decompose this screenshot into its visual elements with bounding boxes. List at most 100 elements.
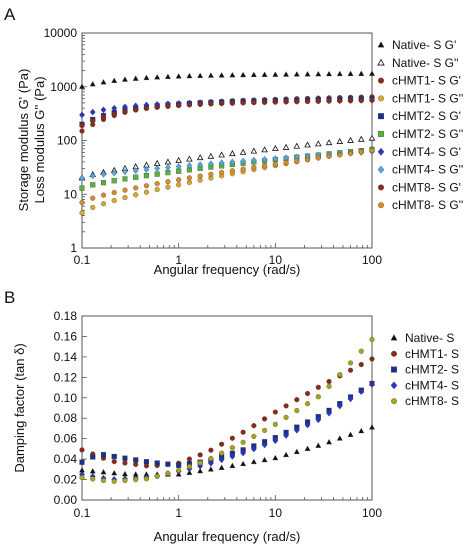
data-point	[369, 70, 375, 76]
data-point	[261, 456, 268, 463]
panel-a-x-axis-label: Angular frequency (rad/s)	[154, 262, 301, 277]
data-point	[293, 426, 300, 434]
data-point	[347, 70, 354, 76]
legend-entry: cHMT2- S	[405, 363, 459, 377]
data-point	[90, 476, 96, 482]
data-point	[79, 111, 85, 119]
y-tick-label: 0.18	[54, 309, 78, 323]
data-point	[240, 429, 246, 435]
data-point	[122, 455, 128, 461]
data-point	[176, 467, 182, 473]
data-point	[186, 102, 192, 108]
data-point	[176, 462, 182, 468]
data-point	[100, 469, 107, 475]
data-point	[326, 409, 332, 417]
data-point	[325, 139, 333, 146]
data-point	[337, 152, 343, 158]
data-point	[347, 136, 354, 143]
y-tick-label: 0.04	[54, 452, 78, 466]
data-point	[154, 171, 160, 177]
data-point	[229, 158, 236, 166]
data-point	[347, 367, 354, 373]
data-point	[100, 180, 107, 186]
data-point	[305, 401, 311, 407]
data-point	[315, 442, 322, 448]
y-tick-label: 0.00	[54, 493, 78, 507]
data-point	[283, 432, 289, 439]
data-point	[197, 460, 203, 466]
data-point	[358, 70, 365, 76]
legend-marker	[391, 398, 397, 405]
data-point	[133, 461, 139, 467]
data-point	[357, 135, 365, 142]
x-tick-label: 1	[175, 253, 182, 267]
data-point	[229, 445, 235, 451]
data-point	[207, 466, 214, 472]
data-point	[133, 185, 139, 191]
data-point	[176, 177, 182, 183]
series-8	[79, 97, 375, 129]
data-point	[293, 71, 300, 77]
data-point	[176, 103, 182, 109]
data-point	[240, 439, 246, 445]
data-point	[133, 477, 139, 483]
data-point	[111, 190, 117, 196]
data-point	[218, 151, 225, 158]
data-point	[229, 462, 236, 468]
data-point	[293, 448, 300, 454]
data-point	[133, 107, 139, 113]
data-point	[165, 170, 171, 176]
data-point	[154, 104, 160, 110]
data-point	[369, 356, 375, 362]
data-point	[293, 142, 301, 149]
data-point	[165, 470, 171, 476]
y-tick-label: 0.10	[54, 391, 78, 405]
data-point	[100, 170, 107, 178]
data-point	[272, 161, 278, 167]
y-tick-label: 0.16	[54, 329, 78, 343]
data-point	[272, 421, 278, 427]
data-point	[100, 192, 107, 198]
panel-a-y-axis-label-line1: Storage modulus G' (Pa)	[16, 69, 31, 212]
data-point	[305, 98, 311, 105]
legend-entry: Native- S G''	[392, 56, 459, 70]
data-point	[133, 457, 139, 463]
data-point	[208, 101, 214, 107]
data-point	[251, 445, 257, 453]
legend-marker	[377, 58, 385, 66]
legend-marker	[378, 113, 384, 120]
data-point	[90, 204, 96, 211]
data-point	[240, 166, 246, 172]
data-point	[261, 146, 268, 153]
data-point	[175, 73, 182, 79]
data-point	[153, 159, 161, 166]
panel-b: B 0.000.020.040.060.080.100.120.140.160.…	[4, 288, 459, 544]
data-point	[154, 165, 161, 172]
data-point	[283, 99, 289, 105]
legend-entry: cHMT8- S	[405, 394, 459, 408]
data-point	[229, 435, 235, 441]
data-point	[347, 150, 354, 157]
data-point	[100, 79, 107, 85]
data-point	[186, 456, 192, 462]
y-tick-label: 0.02	[54, 473, 78, 487]
data-point	[369, 424, 375, 430]
data-point	[358, 388, 365, 396]
data-point	[165, 73, 171, 79]
data-point	[154, 473, 160, 479]
data-point	[315, 416, 322, 424]
x-tick-label: 100	[362, 506, 382, 520]
data-point	[208, 171, 214, 177]
data-point	[262, 99, 268, 105]
data-point	[272, 71, 279, 77]
y-tick-label: 0.06	[54, 432, 78, 446]
data-point	[90, 195, 96, 201]
data-point	[315, 71, 322, 77]
data-point	[186, 469, 193, 475]
data-point	[326, 383, 332, 389]
data-point	[326, 439, 332, 445]
data-point	[218, 464, 225, 470]
data-point	[208, 160, 214, 168]
